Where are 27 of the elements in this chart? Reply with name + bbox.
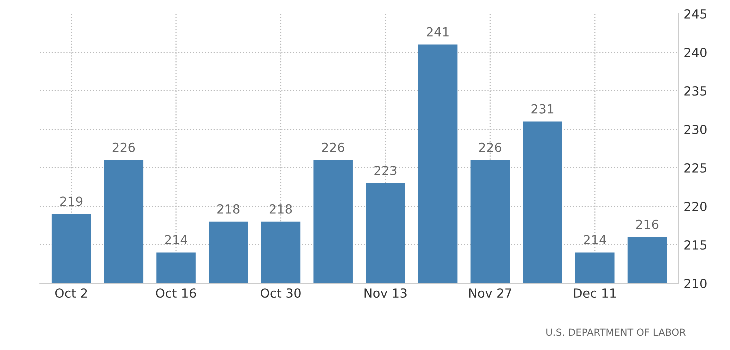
x-tick-label: Oct 16	[156, 288, 196, 298]
data-label: 226	[322, 142, 344, 152]
data-label: 241	[427, 27, 449, 37]
y-tick-label: 240	[684, 48, 707, 58]
data-label: 223	[374, 166, 397, 176]
data-label: 216	[636, 220, 659, 230]
data-label: 231	[532, 104, 554, 114]
data-label: 218	[270, 204, 292, 214]
x-tick-label: Dec 11	[574, 288, 616, 298]
y-tick-label: 210	[684, 278, 707, 288]
y-tick-label: 215	[684, 240, 707, 250]
data-label: 214	[584, 235, 606, 245]
x-tick-label: Nov 27	[470, 288, 512, 298]
y-tick-label: 220	[684, 202, 707, 212]
x-tick-label: Oct 2	[55, 288, 88, 298]
x-tick-label: Nov 13	[364, 288, 407, 298]
x-tick-label: Oct 30	[260, 288, 301, 298]
y-tick-label: 245	[684, 9, 707, 19]
y-tick-label: 230	[684, 124, 707, 134]
data-label: 218	[218, 204, 240, 214]
data-label: 226	[479, 142, 502, 152]
data-label: 214	[165, 235, 188, 245]
y-tick-label: 225	[684, 163, 707, 173]
data-label: 219	[60, 196, 83, 206]
text: U.S. DEPARTMENT OF LABOR	[546, 328, 686, 336]
data-label: 226	[112, 142, 136, 152]
y-tick-label: 235	[684, 86, 707, 96]
